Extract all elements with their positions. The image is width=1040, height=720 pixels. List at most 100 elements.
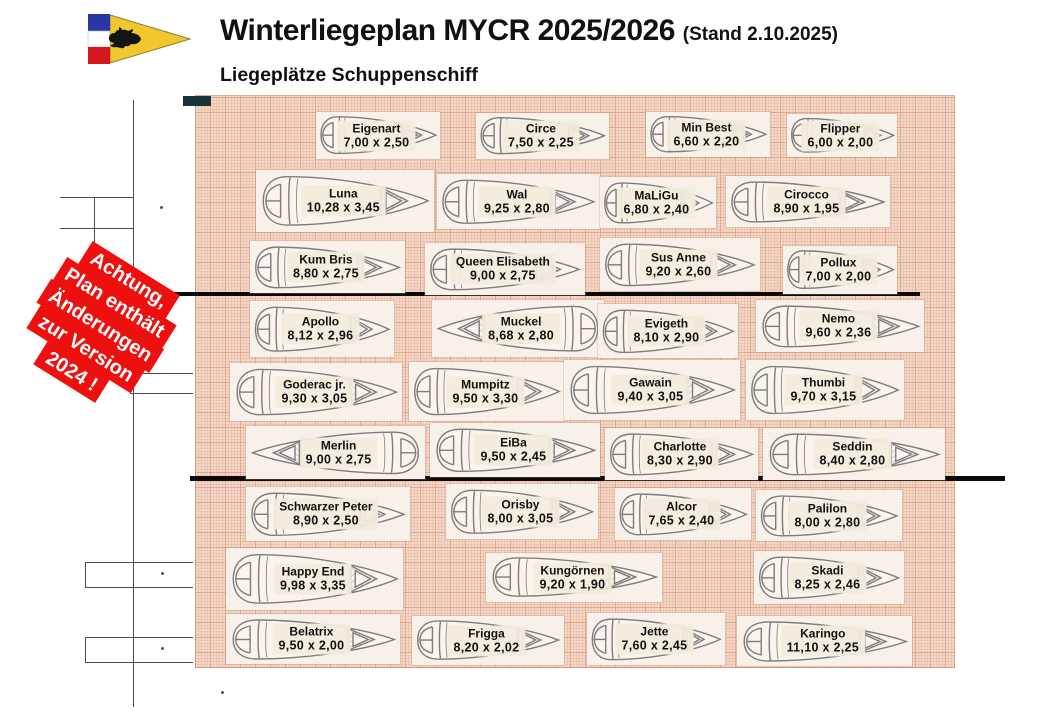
boat-dimensions: 9,30 x 3,05 (281, 391, 348, 406)
boat-name: Alcor (666, 499, 697, 514)
boat-berth: Cirocco 8,90 x 1,95 (726, 176, 890, 227)
plan-dot (221, 691, 224, 694)
boat-label: Eigenart 7,00 x 2,50 (337, 120, 416, 151)
wall-line (133, 100, 134, 707)
boat-name: Palilon (807, 501, 848, 515)
boat-label: Seddin 8,40 x 2,80 (813, 438, 892, 470)
boat-berth: Palilon 8,00 x 2,80 (756, 490, 902, 541)
boat-name: Eigenart (352, 121, 401, 135)
boat-name: Orisby (501, 497, 540, 511)
boat-dimensions: 8,00 x 3,05 (487, 511, 554, 525)
boat-label: Frigga 8,20 x 2,02 (447, 625, 526, 656)
title-text: Winterliegeplan MYCR 2025/2026 (220, 14, 675, 47)
boat-label: Cirocco 8,90 x 1,95 (767, 186, 846, 217)
boat-berth: Charlotte 8,30 x 2,90 (605, 428, 758, 480)
page-title: Winterliegeplan MYCR 2025/2026 (Stand 2.… (220, 14, 838, 48)
boat-name: Pollux (820, 255, 857, 270)
boat-name: Apollo (301, 314, 340, 329)
plan-dot (161, 572, 164, 575)
boat-berth: Wal 9,25 x 2,80 (437, 174, 600, 229)
boat-label: Circe 7,50 x 2,25 (502, 120, 580, 152)
boat-dimensions: 7,60 x 2,45 (621, 638, 688, 653)
boat-name: Mumpitz (461, 377, 510, 391)
wall-line (60, 197, 133, 198)
boat-dimensions: 8,40 x 2,80 (819, 453, 886, 468)
boat-name: Sus Anne (650, 250, 706, 264)
boat-berth: Eigenart 7,00 x 2,50 (316, 112, 440, 159)
boat-label: Luna 10,28 x 3,45 (300, 185, 386, 217)
boat-label: Happy End 9,98 x 3,35 (274, 563, 352, 595)
boat-label: MaLiGu 6,80 x 2,40 (617, 187, 696, 218)
boat-name: Min Best (681, 120, 732, 134)
boat-name: Cirocco (784, 187, 829, 201)
boat-berth: Alcor 7,65 x 2,40 (615, 488, 751, 540)
boat-label: Goderac jr. 9,30 x 3,05 (275, 376, 354, 408)
boat-berth: Happy End 9,98 x 3,35 (226, 548, 403, 610)
boat-name: Belatrix (289, 624, 334, 639)
wall-line (85, 662, 193, 663)
boat-name: Kum Bris (299, 252, 353, 267)
boat-dimensions: 8,68 x 2,80 (488, 328, 555, 342)
boat-label: Thumbi 9,70 x 3,15 (784, 374, 863, 406)
griffin-emblem (108, 27, 141, 49)
boat-dimensions: 6,80 x 2,40 (623, 202, 690, 216)
boat-name: Frigga (468, 626, 505, 640)
boat-berth: Evigeth 8,10 x 2,90 (598, 304, 738, 358)
boat-berth: Thumbi 9,70 x 3,15 (746, 360, 904, 420)
boat-label: Orisby 8,00 x 3,05 (481, 496, 560, 527)
boat-dimensions: 7,00 x 2,50 (343, 135, 410, 149)
boat-label: Muckel 8,68 x 2,80 (482, 313, 561, 344)
boat-name: Muckel (500, 314, 542, 328)
boat-dimensions: 9,60 x 2,36 (805, 325, 872, 340)
boat-dimensions: 9,50 x 2,45 (480, 449, 547, 464)
boat-label: Kum Bris 8,80 x 2,75 (287, 251, 365, 283)
boat-label: Karingo 11,10 x 2,25 (780, 625, 866, 657)
plan-dot (160, 206, 163, 209)
boat-berth: MaLiGu 6,80 x 2,40 (600, 177, 716, 228)
wall-line (85, 637, 86, 662)
boat-name: Queen Elisabeth (455, 254, 550, 269)
boat-label: Mumpitz 9,50 x 3,30 (446, 376, 525, 407)
boat-name: Seddin (832, 439, 873, 454)
boat-label: Palilon 8,00 x 2,80 (788, 500, 867, 531)
boat-dimensions: 9,00 x 2,75 (305, 452, 372, 466)
boat-dimensions: 6,60 x 2,20 (673, 134, 740, 148)
boat-dimensions: 7,65 x 2,40 (648, 513, 715, 528)
boat-dimensions: 11,10 x 2,25 (786, 640, 860, 655)
boat-berth: Orisby 8,00 x 3,05 (446, 484, 598, 539)
boat-dimensions: 9,70 x 3,15 (790, 389, 857, 404)
boat-dimensions: 9,20 x 2,60 (645, 264, 712, 278)
boat-dimensions: 9,20 x 1,90 (539, 577, 606, 591)
boat-berth: Queen Elisabeth 9,00 x 2,75 (425, 243, 585, 295)
boat-berth: Apollo 8,12 x 2,96 (250, 301, 394, 357)
boat-dimensions: 9,98 x 3,35 (280, 578, 346, 593)
boat-label: Pollux 7,00 x 2,00 (799, 254, 878, 286)
boat-berth: Sus Anne 9,20 x 2,60 (600, 238, 760, 291)
boat-dimensions: 8,10 x 2,90 (633, 330, 700, 345)
boat-berth: EiBa 9,50 x 2,45 (430, 423, 600, 477)
boat-label: Merlin 9,00 x 2,75 (299, 437, 378, 468)
boat-name: Wal (506, 187, 528, 201)
boat-dimensions: 7,50 x 2,25 (508, 135, 574, 150)
boat-name: Jette (640, 624, 669, 639)
boat-dimensions: 9,50 x 2,00 (278, 638, 345, 653)
boat-berth: Luna 10,28 x 3,45 (256, 170, 434, 232)
boat-dimensions: 10,28 x 3,45 (306, 200, 380, 215)
boat-berth: Goderac jr. 9,30 x 3,05 (230, 363, 402, 421)
wall-line (130, 393, 193, 394)
boat-dimensions: 8,90 x 1,95 (773, 201, 840, 215)
flag-blue-stripe (88, 14, 110, 31)
boat-berth: Mumpitz 9,50 x 3,30 (409, 362, 565, 421)
boat-berth: Kungörnen 9,20 x 1,90 (486, 553, 662, 602)
boat-dimensions: 9,50 x 3,30 (452, 391, 519, 405)
boat-label: Wal 9,25 x 2,80 (478, 186, 556, 217)
boat-name: MaLiGu (634, 188, 679, 202)
wall-line (85, 587, 193, 588)
boat-dimensions: 8,20 x 2,02 (453, 640, 520, 654)
boat-label: Sus Anne 9,20 x 2,60 (639, 249, 718, 280)
boat-name: Karingo (800, 626, 846, 641)
boat-label: Belatrix 9,50 x 2,00 (272, 623, 351, 655)
boat-name: Luna (328, 186, 358, 201)
boat-name: EiBa (500, 435, 527, 450)
